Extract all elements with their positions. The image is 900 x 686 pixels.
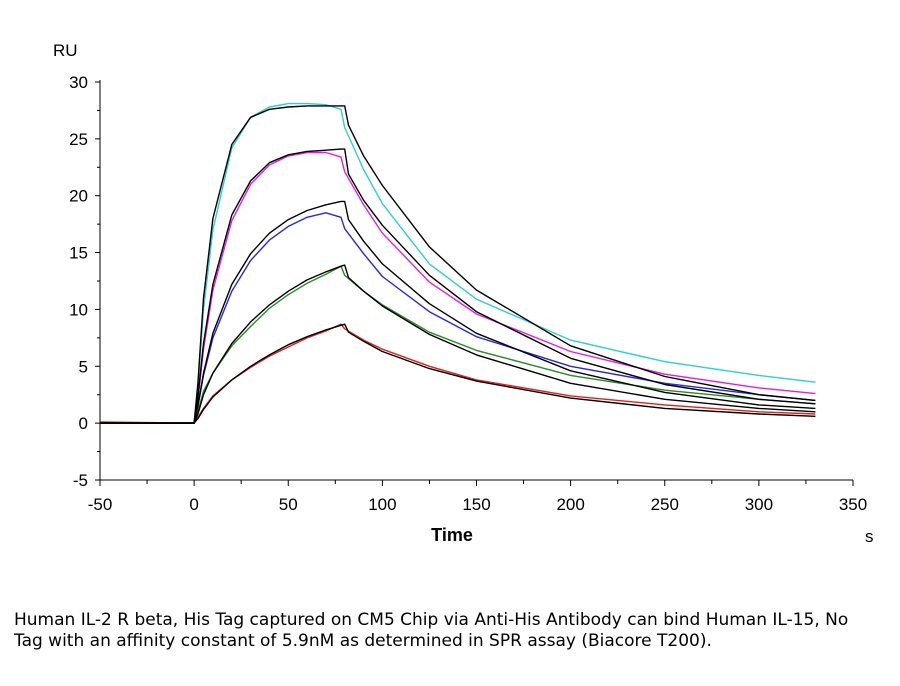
response-curve-2 — [100, 212, 816, 424]
fit-curve-9 — [100, 323, 816, 424]
y-tick-label: -5 — [73, 471, 88, 490]
fit-curve-6 — [100, 148, 816, 424]
x-tick-label: 150 — [462, 495, 490, 514]
y-tick-label: 20 — [69, 187, 88, 206]
response-curve-4 — [99, 323, 816, 424]
y-tick-label: 5 — [79, 357, 88, 376]
x-tick-label: 0 — [189, 495, 198, 514]
chart-axes — [95, 80, 854, 486]
x-axis-title: Time — [431, 525, 473, 545]
y-tick-label: 25 — [69, 130, 88, 149]
fit-curve-7 — [100, 200, 816, 424]
y-tick-label: 30 — [69, 73, 88, 92]
fit-curve-5 — [100, 105, 816, 424]
y-tick-label: 0 — [79, 414, 88, 433]
x-tick-label: -50 — [88, 495, 113, 514]
figure-caption: Human IL-2 R beta, His Tag captured on C… — [14, 610, 849, 651]
response-curve-1 — [100, 151, 816, 424]
series-group — [99, 102, 816, 424]
x-tick-label: 50 — [279, 495, 298, 514]
response-curve-3 — [100, 265, 816, 424]
y-axis-unit: RU — [53, 41, 78, 60]
x-tick-label: 300 — [745, 495, 773, 514]
x-tick-label: 250 — [651, 495, 679, 514]
x-tick-label: 100 — [368, 495, 396, 514]
x-axis-unit: s — [865, 527, 874, 546]
fit-curve-8 — [100, 264, 816, 424]
y-tick-label: 10 — [69, 300, 88, 319]
x-tick-label: 200 — [556, 495, 584, 514]
y-tick-label: 15 — [69, 244, 88, 263]
x-tick-label: 350 — [839, 495, 867, 514]
